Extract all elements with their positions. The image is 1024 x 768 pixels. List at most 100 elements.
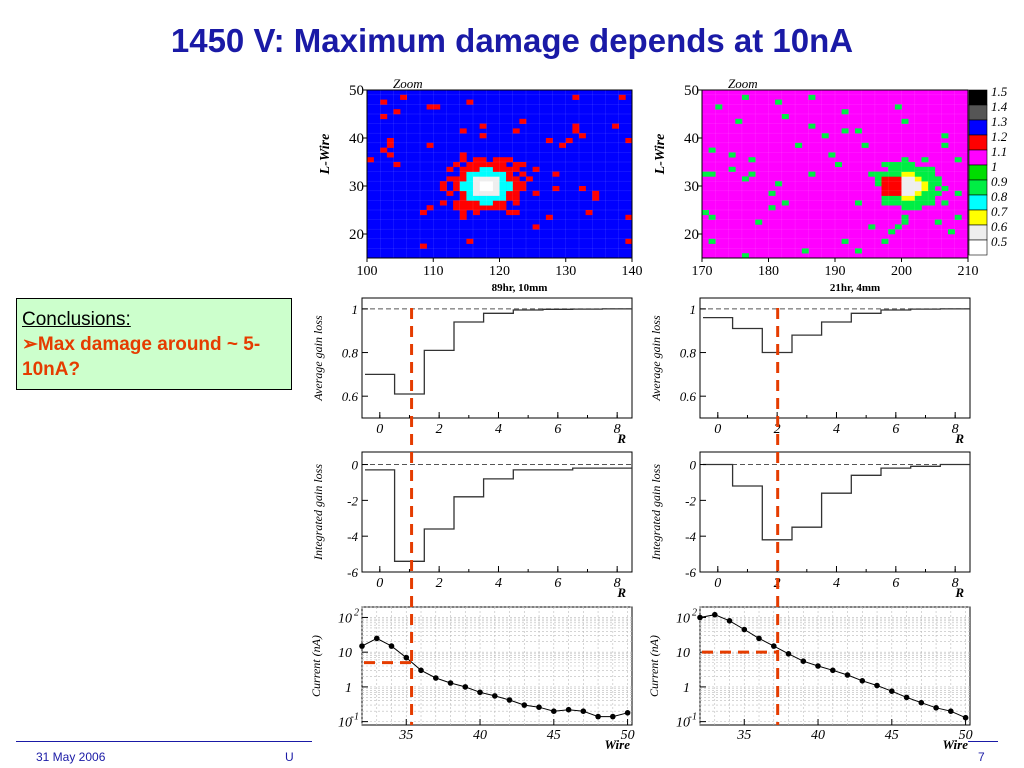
heatmap-cell: [499, 157, 507, 163]
heatmap-cell: [894, 195, 902, 201]
x-tick-label: 6: [892, 422, 899, 437]
x-tick-label: 170: [692, 264, 713, 279]
color-scale-label: 0.5: [991, 234, 1008, 249]
avg-gain-left: 0 2 4 6 8 0.6 0.8 1 R Average gain loss: [311, 297, 633, 446]
heatmap-cell: [453, 205, 460, 211]
heatmap-cell: [559, 142, 566, 148]
heatmap-cell: [901, 195, 909, 201]
current-point: [565, 706, 572, 713]
current-point: [374, 635, 380, 642]
y-tick-label: 0.6: [342, 389, 359, 404]
y-tick-label: 10: [338, 716, 352, 731]
heatmap-cell: [928, 181, 936, 187]
heatmap-cell: [928, 176, 936, 182]
heatmap-cell: [795, 142, 803, 148]
x-tick-label: 45: [547, 728, 561, 743]
heatmap-cell: [532, 166, 540, 172]
heatmap-cell: [380, 147, 388, 153]
heatmap-cell: [901, 181, 909, 187]
heatmap-cell: [781, 200, 789, 206]
heatmap-cell: [928, 195, 936, 201]
heatmap-cell: [386, 152, 394, 158]
current-point: [447, 680, 454, 686]
heatmap-cell: [473, 186, 480, 192]
heatmap-cell: [868, 171, 876, 177]
heatmap-cell: [881, 238, 889, 244]
heatmap-cell: [466, 186, 474, 192]
current-point: [359, 643, 365, 649]
heatmap-cell: [908, 171, 916, 177]
heatmap-cell: [572, 94, 580, 100]
heatmap-cell: [512, 190, 520, 196]
color-scale-swatch: [968, 194, 988, 211]
heatmap-cell: [775, 99, 783, 105]
heatmap-cell: [466, 162, 474, 168]
x-tick-label: 0: [714, 422, 721, 437]
heatmap-cell: [708, 171, 716, 177]
current-point: [610, 713, 616, 720]
heatmap-cell: [801, 248, 809, 254]
y-tick-label: 10: [676, 611, 690, 626]
heatmap-cell: [841, 128, 849, 134]
conclusions-text-line: ➢Max damage around ~ 5-10nA?: [22, 332, 286, 382]
x-axis-label: R: [954, 585, 964, 600]
map-subtitle: 21hr, 4mm: [830, 282, 880, 294]
heatmap-cell: [881, 181, 889, 187]
heatmap-cell: [499, 176, 507, 182]
color-scale-swatch: [968, 209, 988, 226]
heatmap-cell: [914, 190, 922, 196]
heatmap-cell: [479, 162, 487, 168]
y-axis-label: Current (nA): [647, 635, 661, 697]
heatmap-cell: [888, 162, 896, 168]
heatmap-cell: [459, 152, 467, 158]
y-tick-exponent: 2: [692, 607, 697, 618]
current-point: [756, 635, 762, 642]
int-gain-left: 0 2 4 6 8 -6 -4 -2 0 R Integrated gain loss: [311, 451, 633, 600]
x-tick-label: 120: [489, 264, 510, 279]
heatmap-cell: [941, 142, 949, 148]
heatmap-cell: [715, 104, 723, 110]
heatmap-cell: [453, 200, 460, 206]
heatmap-cell: [728, 166, 736, 172]
current-point: [815, 663, 821, 669]
heatmap-cell: [473, 157, 480, 163]
heatmap-cell: [894, 186, 902, 192]
y-tick-label: 10: [338, 611, 352, 626]
heatmap-cell: [908, 166, 916, 172]
heatmap-cell: [728, 152, 736, 158]
heatmap-cell: [473, 210, 480, 216]
heatmap-cell: [841, 238, 849, 244]
heatmap-cell: [552, 186, 560, 192]
heatmap-cell: [473, 162, 480, 168]
heatmap-cell: [492, 166, 500, 172]
heatmap-cell: [901, 205, 909, 211]
x-tick-label: 50: [959, 728, 973, 743]
heatmap-cell: [466, 166, 474, 172]
y-tick-label: 20: [349, 227, 364, 243]
x-tick-label: 4: [833, 576, 840, 591]
x-tick-label: 4: [495, 576, 502, 591]
heatmap-cell: [914, 181, 922, 187]
heatmap-cell: [439, 181, 447, 187]
heatmap-cell: [901, 176, 909, 182]
heatmap-cell: [888, 181, 896, 187]
color-scale-label: 0.8: [991, 189, 1008, 204]
heatmap-cell: [908, 190, 916, 196]
footer-date: 31 May 2006: [36, 750, 106, 764]
heatmap-cell: [908, 200, 916, 206]
heatmap-cell: [473, 200, 480, 206]
heatmap-cell: [380, 99, 388, 105]
color-scale-label: 0.6: [991, 219, 1008, 234]
heatmap-cell: [625, 214, 633, 220]
heatmap-cell: [473, 171, 480, 177]
heatmap-cell: [479, 200, 487, 206]
heatmap-cell: [486, 195, 494, 201]
heatmap-cell: [466, 195, 474, 201]
heatmap-cell: [921, 157, 929, 163]
map-title: Zoom: [393, 76, 423, 91]
heatmap-cell: [492, 205, 500, 211]
map-subtitle: 89hr, 10mm: [492, 282, 548, 294]
x-axis-label: R: [616, 431, 626, 446]
map-title: Zoom: [728, 76, 758, 91]
heatmap-cell: [894, 190, 902, 196]
